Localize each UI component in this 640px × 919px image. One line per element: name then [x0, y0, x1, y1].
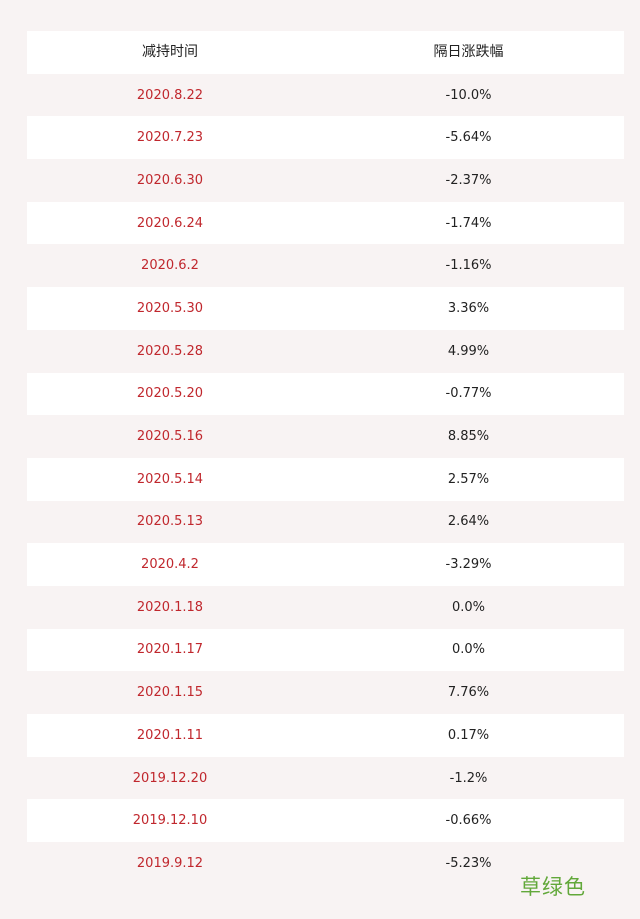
table-row: 2020.7.23 -5.64% [27, 116, 624, 160]
table-body: 2020.8.22 -10.0% 2020.7.23 -5.64% 2020.6.30 -… [27, 73, 624, 885]
change-cell: -1.2% [449, 770, 488, 786]
table-row: 2020.1.18 0.0% [27, 585, 624, 629]
date-cell: 2020.6.30 [136, 172, 204, 188]
watermark-text: 草绿色 [520, 875, 586, 899]
data-table: 减持时间 隔日涨跌幅 2020.8.22 -10.0% 2020.7.23 -5.64… [27, 31, 624, 885]
change-cell: -3.29% [445, 557, 492, 573]
table-row: 2020.5.16 8.85% [27, 415, 624, 458]
table-row: 2019.12.20 -1.2% [27, 756, 624, 800]
header-change: 隔日涨跌幅 [433, 44, 504, 61]
date-cell: 2019.12.20 [132, 770, 208, 786]
date-cell: 2020.6.24 [136, 215, 204, 231]
date-cell: 2020.5.13 [136, 514, 204, 530]
change-cell: 0.0% [451, 642, 486, 658]
change-cell: 4.99% [447, 343, 490, 359]
change-cell: -1.74% [445, 215, 492, 231]
date-cell: 2020.5.28 [136, 343, 204, 359]
change-cell: -1.16% [445, 258, 492, 274]
change-cell: -5.64% [445, 130, 492, 146]
change-cell: 8.85% [447, 429, 490, 445]
change-cell: -0.77% [445, 386, 492, 402]
date-cell: 2020.8.22 [136, 87, 204, 103]
date-cell: 2020.5.30 [136, 300, 204, 316]
change-cell: -2.37% [445, 172, 492, 188]
change-cell: 3.36% [447, 300, 490, 316]
change-cell: 0.0% [451, 599, 486, 615]
date-cell: 2020.5.20 [136, 386, 204, 402]
table-row: 2020.6.24 -1.74% [27, 201, 624, 245]
date-cell: 2019.12.10 [132, 813, 208, 829]
date-cell: 2020.5.16 [136, 429, 204, 445]
change-cell: -10.0% [445, 87, 492, 103]
change-cell: -0.66% [445, 813, 492, 829]
table-row: 2020.5.13 2.64% [27, 500, 624, 544]
table-row: 2019.12.10 -0.66% [27, 799, 624, 843]
table-row: 2020.8.22 -10.0% [27, 73, 624, 117]
table-header-row: 减持时间 隔日涨跌幅 [27, 31, 624, 74]
table-row: 2020.5.20 -0.77% [27, 372, 624, 416]
date-cell: 2020.1.15 [136, 685, 204, 701]
date-cell: 2020.1.11 [136, 727, 204, 743]
change-cell: 2.64% [447, 514, 490, 530]
date-cell: 2020.1.17 [136, 642, 204, 658]
table-row: 2020.1.15 7.76% [27, 671, 624, 714]
date-cell: 2020.5.14 [136, 471, 204, 487]
date-cell: 2020.1.18 [136, 599, 204, 615]
change-cell: 7.76% [447, 685, 490, 701]
table-row: 2020.1.17 0.0% [27, 628, 624, 672]
table-row: 2020.5.14 2.57% [27, 457, 624, 501]
change-cell: -5.23% [445, 855, 492, 871]
change-cell: 0.17% [447, 727, 490, 743]
table-row: 2019.9.12 -5.23% [27, 842, 624, 885]
table-row: 2020.5.28 4.99% [27, 329, 624, 373]
table-row: 2020.4.2 -3.29% [27, 543, 624, 586]
date-cell: 2020.4.2 [141, 557, 199, 573]
date-cell: 2019.9.12 [136, 855, 204, 871]
header-date: 减持时间 [142, 44, 198, 61]
date-cell: 2020.7.23 [136, 130, 204, 146]
table-row: 2020.1.11 0.17% [27, 714, 624, 757]
date-cell: 2020.6.2 [141, 258, 199, 274]
table-row: 2020.6.2 -1.16% [27, 244, 624, 288]
change-cell: 2.57% [447, 471, 490, 487]
table-row: 2020.5.30 3.36% [27, 287, 624, 330]
table-row: 2020.6.30 -2.37% [27, 159, 624, 202]
